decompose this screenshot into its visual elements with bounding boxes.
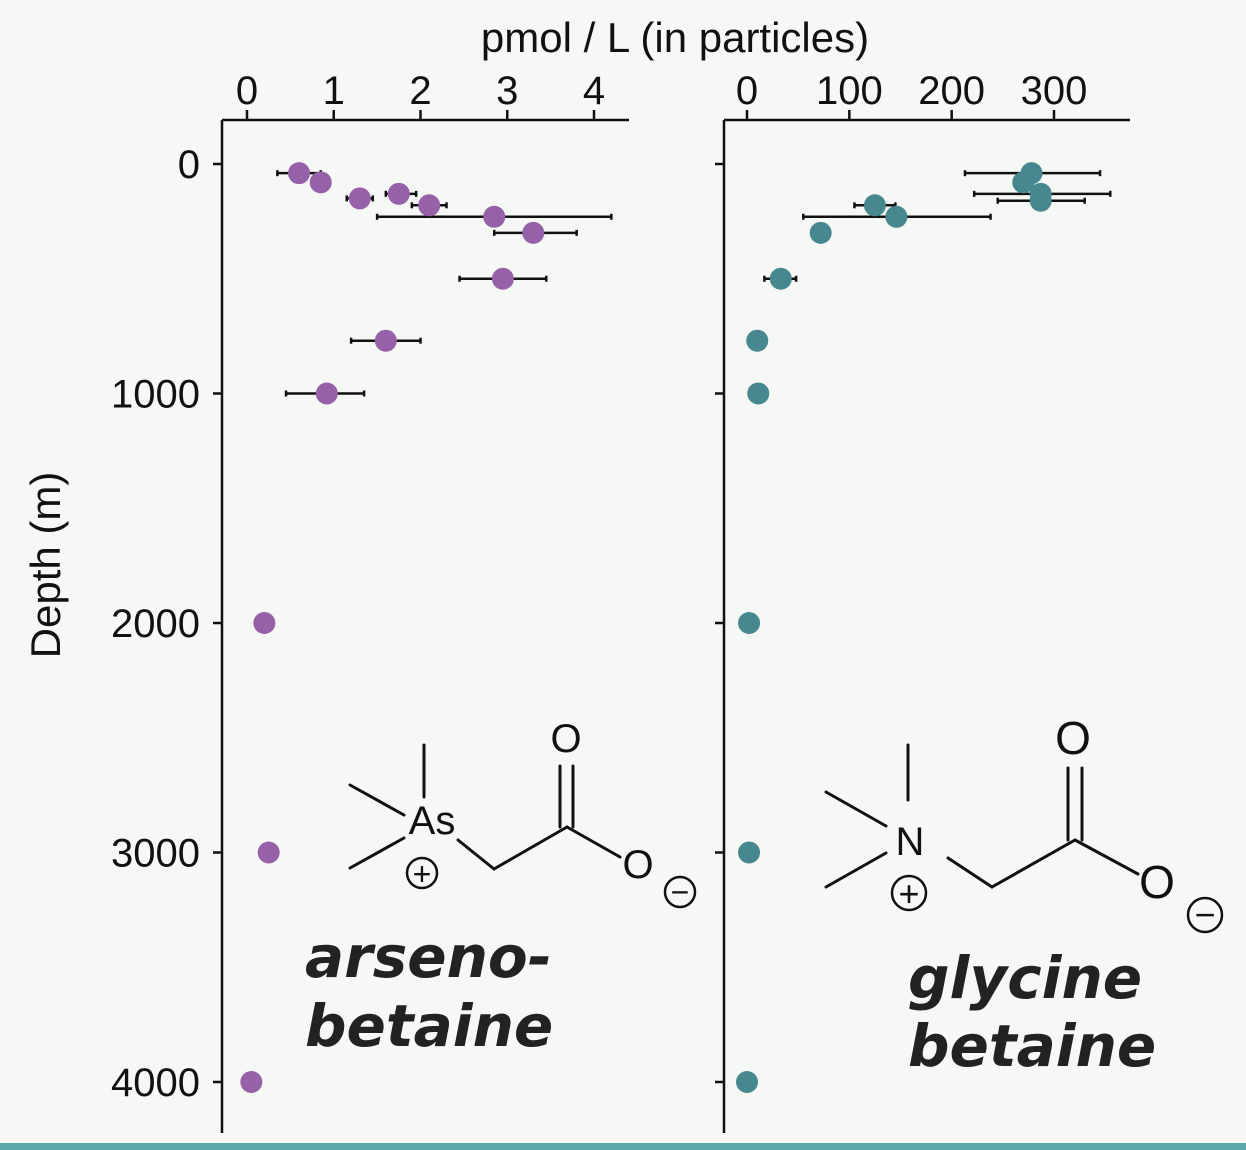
arsenobetaine-name-line-2: betaine xyxy=(305,992,553,1060)
left-data-point-4 xyxy=(418,194,441,217)
glycine-betaine-structure: N O O + − xyxy=(824,712,1224,935)
y-tick-label-1000: 1000 xyxy=(111,373,200,417)
left-x-tick-label-0: 0 xyxy=(236,69,258,113)
left-data-point-6 xyxy=(522,221,545,244)
carboxylate-oxygen-label: O xyxy=(622,843,653,887)
left-data-point-1 xyxy=(309,171,332,194)
left-data-point-10 xyxy=(253,612,276,634)
glycine-betaine-name-line-2: betaine xyxy=(908,1012,1156,1080)
positive-charge-sign: + xyxy=(898,873,919,914)
right-data-point-7 xyxy=(769,267,792,290)
y-tick-label-2000: 2000 xyxy=(111,602,200,646)
right-data-point-8 xyxy=(746,329,769,352)
right-data-point-6 xyxy=(809,221,832,244)
y-tick-label-4000: 4000 xyxy=(111,1061,200,1105)
negative-charge-icon xyxy=(1186,896,1224,934)
left-data-point-0 xyxy=(288,162,311,185)
carboxylate-oxygen-label: O xyxy=(1139,856,1175,908)
right-data-point-3 xyxy=(1029,189,1052,212)
glycine-betaine-name-line-1: glycine xyxy=(908,944,1142,1012)
left-data-point-11 xyxy=(257,841,280,864)
y-axis-title: Depth (m) xyxy=(22,472,69,659)
right-x-tick-label-0: 0 xyxy=(736,69,758,113)
left-x-tick-label-1: 1 xyxy=(323,69,345,113)
right-data-point-12 xyxy=(736,1071,758,1093)
x-axis-title: pmol / L (in particles) xyxy=(481,14,869,61)
right-data-point-11 xyxy=(738,841,761,864)
bottom-accent-rule xyxy=(0,1143,1246,1150)
y-tick-label-0: 0 xyxy=(178,143,200,187)
left-error-bars xyxy=(276,170,613,397)
y-tick-label-3000: 3000 xyxy=(111,832,200,876)
left-data-point-9 xyxy=(315,382,338,405)
left-data-point-8 xyxy=(374,329,397,352)
left-y-ticks: 0 1000 2000 3000 4000 xyxy=(111,143,222,1105)
positive-charge-sign: + xyxy=(413,856,432,892)
negative-charge-sign: − xyxy=(671,874,690,910)
arsenobetaine-structure: As O O + − xyxy=(348,717,697,910)
left-data-point-5 xyxy=(483,205,506,228)
carbonyl-oxygen-label: O xyxy=(550,717,581,761)
right-x-tick-label-200: 200 xyxy=(918,69,985,113)
positive-charge-icon xyxy=(405,856,439,890)
right-data-point-1 xyxy=(1012,171,1035,194)
right-x-ticks: 0 100 200 300 xyxy=(736,69,1088,120)
negative-charge-icon xyxy=(663,875,697,909)
left-data-point-12 xyxy=(240,1071,263,1093)
glycine-betaine-panel: 0 100 200 300 N O O + − glycine betaine xyxy=(715,69,1224,1133)
left-x-tick-label-3: 3 xyxy=(496,69,518,113)
left-x-tick-label-2: 2 xyxy=(409,69,431,113)
arsenic-atom-label: As xyxy=(409,799,456,843)
right-x-tick-label-100: 100 xyxy=(816,69,883,113)
left-data-point-2 xyxy=(348,187,371,210)
arsenobetaine-panel: 0 1 2 3 4 0 1000 2000 3000 4000 As O O + − arsen… xyxy=(111,69,697,1133)
arsenobetaine-name-line-1: arseno- xyxy=(305,923,552,991)
left-x-tick-label-4: 4 xyxy=(583,69,605,113)
positive-charge-icon xyxy=(890,874,928,912)
right-data-point-5 xyxy=(885,205,908,228)
right-data-point-9 xyxy=(747,382,770,405)
left-data-point-7 xyxy=(491,267,514,290)
right-data-points xyxy=(736,162,1052,1093)
right-x-tick-label-300: 300 xyxy=(1021,69,1088,113)
right-data-point-4 xyxy=(863,194,886,217)
left-data-point-3 xyxy=(387,182,410,205)
right-data-point-10 xyxy=(738,612,761,634)
right-y-ticks xyxy=(715,162,724,1084)
negative-charge-sign: − xyxy=(1194,894,1215,935)
left-x-ticks: 0 1 2 3 4 xyxy=(236,69,605,120)
carbonyl-oxygen-label: O xyxy=(1055,712,1091,764)
left-data-points xyxy=(240,162,545,1093)
nitrogen-atom-label: N xyxy=(896,820,925,864)
